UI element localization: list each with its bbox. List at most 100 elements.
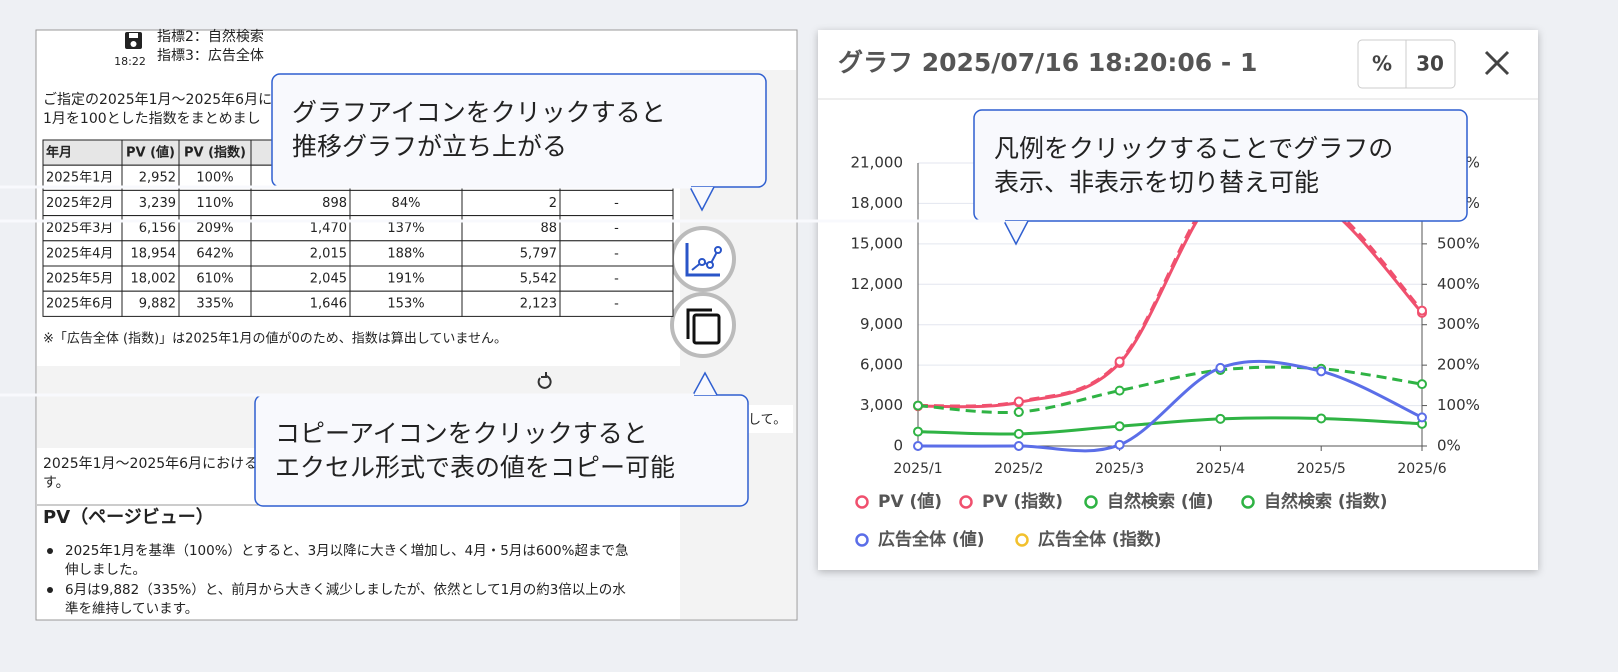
callout-text: エクセル形式で表の値をコピー可能 bbox=[275, 453, 675, 482]
table-value: 2025年3月 bbox=[46, 221, 113, 236]
legend-label: 自然検索 (値) bbox=[1107, 491, 1213, 512]
table-value: 2 bbox=[549, 196, 557, 211]
table-value: 2025年5月 bbox=[46, 272, 113, 287]
refresh-icon[interactable] bbox=[537, 372, 552, 389]
table-value: 642% bbox=[196, 246, 233, 261]
intro-line: ご指定の2025年1月～2025年6月に bbox=[43, 92, 272, 108]
legend-icon bbox=[1241, 495, 1255, 509]
table-value: - bbox=[614, 221, 619, 236]
table-cell bbox=[559, 265, 674, 292]
table-value: 110% bbox=[196, 196, 233, 211]
callout-box bbox=[973, 109, 1468, 222]
table-note: ※「広告全体 (指数)」は2025年1月の値が0のため、指数は算出していません。 bbox=[43, 331, 507, 347]
legend-label: 広告全体 (値) bbox=[878, 529, 984, 550]
legend-item[interactable]: 自然検索 (指数) bbox=[1241, 491, 1388, 512]
table-value: 153% bbox=[387, 297, 424, 312]
callout-box bbox=[254, 394, 749, 507]
callout-text: コピーアイコンをクリックすると bbox=[275, 419, 648, 448]
x-tick-label: 2025/1 bbox=[893, 461, 942, 477]
data-point bbox=[913, 441, 923, 451]
y-tick-label: 6,000 bbox=[860, 356, 903, 374]
intro-line: 1月を100とした指数をまとめまし bbox=[43, 111, 261, 127]
table-cell bbox=[121, 290, 180, 317]
series-line bbox=[917, 359, 1423, 453]
bullet bbox=[47, 587, 53, 593]
legend-icon bbox=[959, 495, 973, 509]
legend-icon bbox=[855, 495, 869, 509]
panel-title: グラフ 2025/07/16 18:20:06 - 1 bbox=[838, 48, 1257, 77]
legend-icon bbox=[1015, 533, 1029, 547]
y2-tick-label: 500% bbox=[1437, 234, 1480, 252]
legend-label: PV (値) bbox=[878, 491, 942, 512]
table-cell bbox=[42, 189, 123, 217]
legend-item[interactable]: PV (値) bbox=[855, 491, 943, 512]
bullet bbox=[47, 548, 53, 554]
legend-label: 広告全体 (指数) bbox=[1038, 529, 1161, 550]
y-tick-label: 3,000 bbox=[860, 396, 903, 414]
x-tick-label: 2025/2 bbox=[994, 461, 1043, 477]
table-value: 2025年6月 bbox=[46, 297, 113, 312]
y2-tick-label: 200% bbox=[1437, 356, 1480, 374]
data-point bbox=[1316, 413, 1327, 424]
table-value: 2025年2月 bbox=[46, 196, 113, 211]
table-cell bbox=[121, 265, 180, 292]
series-line bbox=[917, 365, 1423, 414]
table-cell bbox=[178, 240, 252, 267]
table-cell bbox=[461, 240, 561, 267]
table-value: 209% bbox=[196, 221, 233, 236]
table-value: 188% bbox=[387, 246, 424, 261]
y-tick-label: 21,000 bbox=[851, 154, 904, 172]
table-value: 18,002 bbox=[131, 272, 177, 287]
data-point bbox=[1013, 440, 1024, 451]
table-cell bbox=[349, 265, 463, 292]
data-point bbox=[1316, 366, 1327, 377]
table-value: 5,797 bbox=[520, 246, 557, 261]
table-value: 3,239 bbox=[139, 196, 176, 211]
legend-item[interactable]: 広告全体 (値) bbox=[855, 529, 985, 550]
y-tick-label: 0 bbox=[893, 437, 903, 455]
summary-line: す。 bbox=[43, 475, 70, 491]
toggle-button[interactable]: 30 bbox=[1416, 52, 1444, 76]
table-value: 1,646 bbox=[310, 297, 347, 312]
data-point bbox=[1417, 379, 1427, 390]
data-point bbox=[1114, 421, 1125, 432]
close-button[interactable] bbox=[1484, 50, 1510, 76]
legend-icon bbox=[855, 533, 869, 547]
legend-item[interactable]: 自然検索 (値) bbox=[1084, 491, 1214, 512]
data-point bbox=[1417, 305, 1427, 316]
y2-tick-label: 300% bbox=[1437, 315, 1480, 333]
data-point bbox=[1013, 396, 1024, 407]
y-tick-label: 12,000 bbox=[851, 275, 904, 293]
data-point bbox=[1114, 356, 1125, 367]
x-tick-label: 2025/4 bbox=[1196, 461, 1245, 477]
callout-pointer bbox=[692, 371, 718, 396]
data-point bbox=[1114, 439, 1125, 450]
table-cell bbox=[178, 290, 252, 317]
table-value: - bbox=[614, 297, 619, 312]
header-line: 指標3：広告全体 bbox=[157, 47, 264, 64]
y-tick-label: 18,000 bbox=[851, 194, 904, 212]
table-value: 335% bbox=[196, 297, 233, 312]
copy-icon[interactable] bbox=[670, 292, 736, 358]
header-line: 指標2：自然検索 bbox=[157, 28, 264, 45]
legend-icon bbox=[1084, 495, 1098, 509]
toggle-button[interactable]: % bbox=[1372, 52, 1392, 76]
legend-item[interactable]: 広告全体 (指数) bbox=[1015, 529, 1162, 550]
table-value: 100% bbox=[196, 171, 233, 186]
legend-item[interactable]: PV (指数) bbox=[959, 491, 1064, 512]
callout-box bbox=[271, 73, 767, 188]
table-header: 年月 bbox=[46, 145, 72, 161]
table-value: 191% bbox=[387, 272, 424, 287]
callout-text: グラフアイコンをクリックすると bbox=[292, 98, 666, 127]
section-heading: PV（ページビュー） bbox=[43, 507, 214, 528]
graph-icon[interactable] bbox=[670, 226, 736, 292]
x-tick-label: 2025/5 bbox=[1297, 461, 1346, 477]
callout-text: 凡例をクリックすることでグラフの bbox=[994, 134, 1393, 163]
y-tick-label: 15,000 bbox=[851, 234, 904, 252]
table-cell bbox=[461, 290, 561, 317]
table-value: 610% bbox=[196, 272, 233, 287]
table-cell bbox=[461, 189, 561, 217]
save-icon[interactable] bbox=[125, 32, 142, 49]
